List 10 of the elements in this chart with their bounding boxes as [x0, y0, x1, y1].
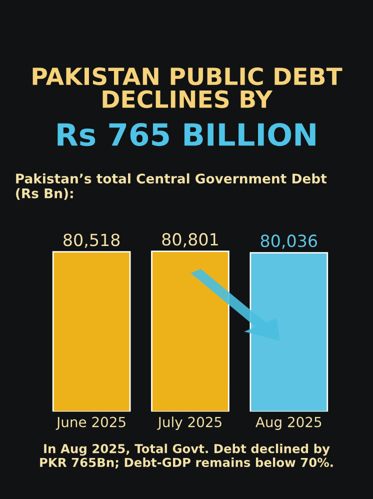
x-tick-label: June 2025: [56, 416, 126, 430]
data-label: 80,518: [64, 234, 120, 248]
data-label: 80,801: [162, 233, 218, 248]
data-label: 80,036: [260, 234, 318, 249]
chart-title: PAKISTAN PUBLIC DEBT DECLINES BY: [32, 67, 342, 108]
x-tick-label: July 2025: [157, 416, 222, 430]
text: Pakistan’s total Central Government Debt (Rs Bn):: [16, 173, 327, 200]
text: In Aug 2025, Total Govt. Debt declined by PKR 765Bn; Debt-GDP remains below 70%.: [40, 444, 333, 469]
chart-subtitle: Rs 765 BILLION: [58, 122, 316, 146]
x-tick-label: Aug 2025: [256, 416, 322, 430]
